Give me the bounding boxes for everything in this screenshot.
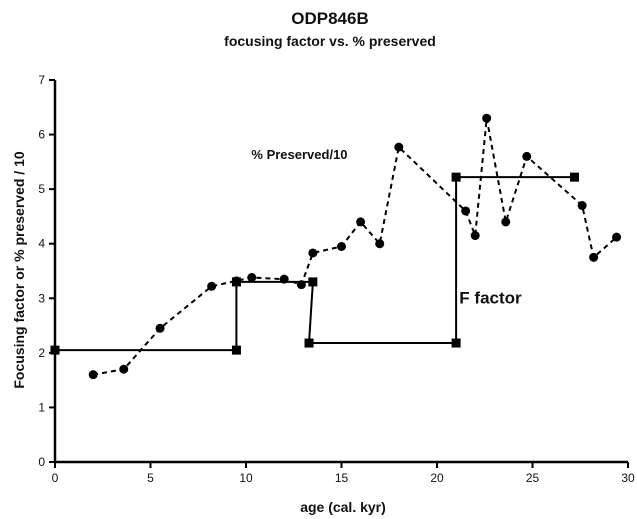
x-axis-label: age (cal. kyr): [300, 499, 386, 515]
data-point: [394, 142, 404, 152]
y-axis-label: Focusing factor or % preserved / 10: [11, 151, 27, 389]
x-tick-label: 25: [526, 471, 540, 485]
data-point: [155, 323, 165, 333]
y-tick-label: 3: [38, 291, 45, 305]
series-line: [93, 118, 618, 376]
y-tick-label: 6: [38, 128, 45, 142]
data-point: [589, 252, 599, 262]
y-tick-label: 7: [38, 73, 45, 87]
data-point: [470, 231, 480, 241]
data-point: [612, 232, 622, 242]
x-tick-label: 20: [430, 471, 444, 485]
chart-title: ODP846B: [291, 9, 368, 28]
data-point: [522, 151, 532, 161]
data-point: [207, 281, 217, 291]
series-layer: [50, 113, 622, 380]
x-axis-ticks: 0 5 10 15 20 25 30: [52, 462, 635, 485]
axes: [53, 80, 628, 464]
x-tick-label: 5: [147, 471, 154, 485]
data-point: [337, 241, 346, 251]
data-point: [375, 239, 385, 249]
data-point: [308, 277, 318, 287]
data-point: [50, 345, 60, 355]
y-axis-ticks: 0 1 2 3 4 5 6 7: [38, 73, 55, 469]
data-point: [247, 273, 257, 283]
y-tick-label: 2: [38, 346, 45, 360]
annotation-label: % Preserved/10: [251, 147, 347, 162]
data-point: [308, 248, 318, 258]
y-tick-label: 1: [38, 400, 45, 414]
x-tick-label: 10: [239, 471, 253, 485]
x-tick-label: 30: [621, 471, 635, 485]
series-1: [50, 172, 580, 355]
x-tick-label: 0: [52, 471, 59, 485]
data-point: [451, 172, 461, 182]
data-point: [88, 370, 98, 380]
series-line: [55, 176, 575, 352]
data-point: [356, 217, 366, 227]
data-point: [501, 217, 511, 227]
annotations: % Preserved/10 F factor: [251, 147, 522, 308]
x-tick-label: 15: [335, 471, 349, 485]
y-tick-label: 0: [38, 455, 45, 469]
data-point: [119, 364, 129, 374]
chart-subtitle: focusing factor vs. % preserved: [224, 33, 436, 49]
data-point: [482, 113, 492, 123]
data-point: [231, 345, 241, 355]
data-point: [451, 338, 461, 348]
data-point: [570, 172, 580, 182]
annotation-label: F factor: [459, 289, 522, 308]
y-tick-label: 4: [38, 237, 45, 251]
series-0: [88, 113, 622, 380]
y-tick-label: 5: [38, 182, 45, 196]
data-point: [304, 338, 314, 348]
data-point: [231, 277, 241, 287]
data-point: [577, 201, 587, 211]
data-point: [461, 206, 471, 216]
